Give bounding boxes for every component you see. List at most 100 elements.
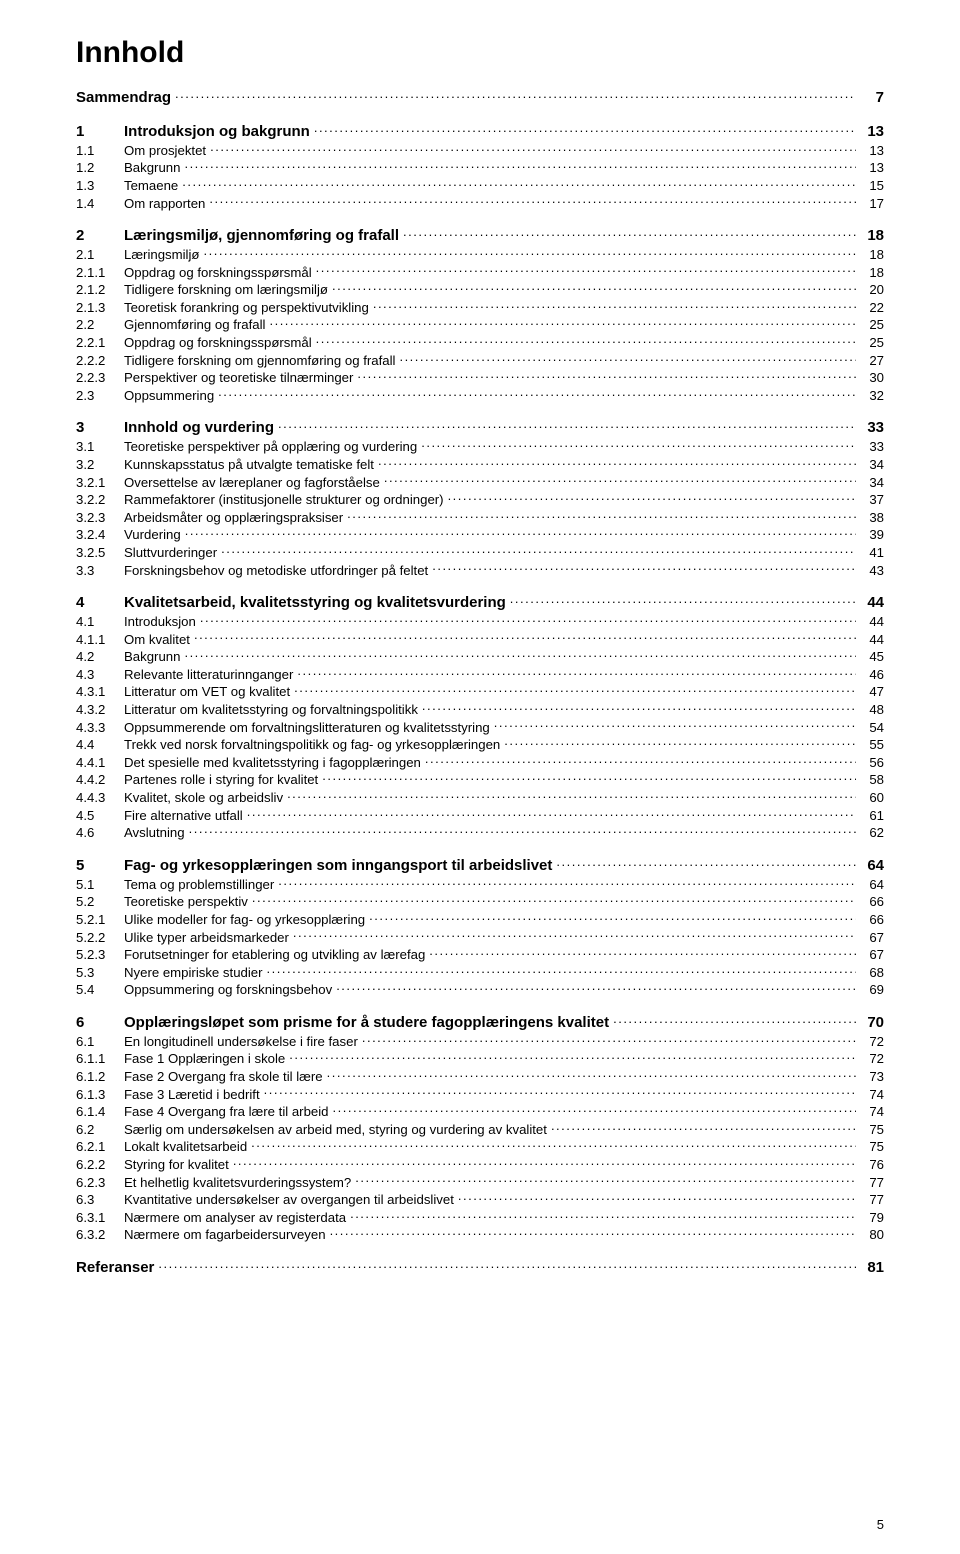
toc-entry-page: 39: [856, 526, 884, 543]
toc-entry: 5.1Tema og problemstillinger64: [76, 876, 884, 894]
toc-entry-number: 3: [76, 418, 124, 438]
toc-entry: 6.3.2Nærmere om fagarbeidersurveyen80: [76, 1226, 884, 1244]
toc-leader-dots: [189, 824, 856, 837]
toc-leader-dots: [316, 263, 856, 276]
toc-entry-page: 25: [856, 316, 884, 333]
toc-entry-label: Litteratur om VET og kvalitet: [124, 683, 294, 700]
toc-entry-number: 5.2.3: [76, 946, 124, 963]
toc-leader-dots: [297, 666, 856, 679]
toc-entry-number: 6.3: [76, 1191, 124, 1208]
toc-leader-dots: [333, 1103, 856, 1116]
toc-entry-page: 74: [856, 1103, 884, 1120]
toc-entry-label: Rammefaktorer (institusjonelle strukture…: [124, 491, 448, 508]
toc-entry-number: 6.2.3: [76, 1174, 124, 1191]
toc-entry-page: 68: [856, 964, 884, 981]
toc-entry-label: Ulike typer arbeidsmarkeder: [124, 929, 293, 946]
toc-leader-dots: [278, 419, 856, 432]
toc-leader-dots: [362, 1033, 856, 1046]
toc-entry-label: Om kvalitet: [124, 631, 194, 648]
toc-entry: 4.4.3Kvalitet, skole og arbeidsliv60: [76, 789, 884, 807]
toc-entry-number: 6.1.4: [76, 1103, 124, 1120]
toc-entry-number: 3.2.3: [76, 509, 124, 526]
toc-entry-number: 6.2.1: [76, 1138, 124, 1155]
toc-entry-label: Om rapporten: [124, 195, 209, 212]
toc-entry-label: Kvalitetsarbeid, kvalitetsstyring og kva…: [124, 593, 510, 613]
toc-entry-label: Introduksjon: [124, 613, 200, 630]
toc-entry-page: 72: [856, 1050, 884, 1067]
toc-entry-page: 81: [856, 1258, 884, 1278]
toc-leader-dots: [294, 683, 856, 696]
toc-entry-page: 45: [856, 648, 884, 665]
toc-entry: 6.2.2Styring for kvalitet76: [76, 1156, 884, 1174]
toc-entry-page: 75: [856, 1121, 884, 1138]
toc-entry-number: 4.1.1: [76, 631, 124, 648]
toc-entry-number: 3.2.4: [76, 526, 124, 543]
toc-entry: 4.4Trekk ved norsk forvaltningspolitikk …: [76, 736, 884, 754]
toc-entry-label: Nærmere om fagarbeidersurveyen: [124, 1226, 330, 1243]
toc-entry-label: Litteratur om kvalitetsstyring og forval…: [124, 701, 422, 718]
toc-entry-label: Arbeidsmåter og opplæringspraksiser: [124, 509, 347, 526]
toc-entry-page: 73: [856, 1068, 884, 1085]
toc-leader-dots: [251, 1138, 856, 1151]
toc-entry-number: 1.4: [76, 195, 124, 212]
toc-entry: 4.1.1Om kvalitet44: [76, 630, 884, 648]
toc-entry-label: Oppsummerende om forvaltningslitterature…: [124, 719, 494, 736]
toc-entry-page: 13: [856, 142, 884, 159]
toc-entry-label: Opplæringsløpet som prisme for å studere…: [124, 1013, 613, 1033]
toc-entry: 6.1.3Fase 3 Læretid i bedrift74: [76, 1085, 884, 1103]
toc-entry-label: Oppsummering og forskningsbehov: [124, 981, 336, 998]
toc-entry: 3.3Forskningsbehov og metodiske utfordri…: [76, 561, 884, 579]
toc-entry-page: 43: [856, 562, 884, 579]
toc-leader-dots: [221, 544, 856, 557]
toc-entry: 4.3.3Oppsummerende om forvaltningslitter…: [76, 718, 884, 736]
toc-entry: 2.2.1Oppdrag og forskningsspørsmål25: [76, 334, 884, 352]
toc-entry-number: 2.2.1: [76, 334, 124, 351]
toc-leader-dots: [287, 789, 856, 802]
toc-entry: 3.2.3Arbeidsmåter og opplæringspraksiser…: [76, 509, 884, 527]
toc-entry-number: 5.2.1: [76, 911, 124, 928]
toc-entry-number: 4.5: [76, 807, 124, 824]
toc-entry-number: 6: [76, 1013, 124, 1033]
toc-entry: Referanser81: [76, 1258, 884, 1278]
toc-entry: 1.3Temaene15: [76, 177, 884, 195]
toc-entry-label: Vurdering: [124, 526, 185, 543]
toc-entry-label: Trekk ved norsk forvaltningspolitikk og …: [124, 736, 504, 753]
toc-entry-label: Tema og problemstillinger: [124, 876, 278, 893]
toc-entry: 6.1.2Fase 2 Overgang fra skole til lære7…: [76, 1068, 884, 1086]
toc-entry: 5.2Teoretiske perspektiv66: [76, 893, 884, 911]
toc-entry-page: 69: [856, 981, 884, 998]
toc-entry-number: 4.3.2: [76, 701, 124, 718]
toc-entry-number: 2.1.1: [76, 264, 124, 281]
toc-entry-number: 5.2: [76, 893, 124, 910]
toc-entry-page: 47: [856, 683, 884, 700]
toc-entry-page: 61: [856, 807, 884, 824]
toc-entry-label: Perspektiver og teoretiske tilnærminger: [124, 369, 357, 386]
table-of-contents: Sammendrag71Introduksjon og bakgrunn131.…: [76, 88, 884, 1278]
toc-entry-number: 4.6: [76, 824, 124, 841]
toc-entry-number: 1.3: [76, 177, 124, 194]
toc-entry-label: Kvantitative undersøkelser av overgangen…: [124, 1191, 458, 1208]
toc-leader-dots: [322, 771, 856, 784]
toc-entry-page: 76: [856, 1156, 884, 1173]
toc-leader-dots: [556, 857, 856, 870]
toc-entry-page: 13: [856, 122, 884, 142]
toc-leader-dots: [218, 387, 856, 400]
toc-entry-page: 74: [856, 1086, 884, 1103]
toc-entry: 3.2Kunnskapsstatus på utvalgte tematiske…: [76, 456, 884, 474]
toc-entry-label: Lokalt kvalitetsarbeid: [124, 1138, 251, 1155]
toc-entry: 6.2.3Et helhetlig kvalitetsvurderingssys…: [76, 1173, 884, 1191]
toc-entry-number: 1: [76, 122, 124, 142]
toc-entry-label: Fire alternative utfall: [124, 807, 247, 824]
toc-entry-page: 77: [856, 1174, 884, 1191]
toc-leader-dots: [378, 456, 856, 469]
toc-entry: 4.1Introduksjon44: [76, 613, 884, 631]
toc-leader-dots: [264, 1085, 856, 1098]
toc-entry-page: 66: [856, 911, 884, 928]
toc-leader-dots: [336, 981, 856, 994]
toc-entry-number: 4.3: [76, 666, 124, 683]
toc-entry-page: 34: [856, 456, 884, 473]
toc-leader-dots: [278, 876, 856, 889]
toc-entry: 4.6Avslutning62: [76, 824, 884, 842]
toc-leader-dots: [293, 928, 856, 941]
toc-leader-dots: [355, 1173, 856, 1186]
